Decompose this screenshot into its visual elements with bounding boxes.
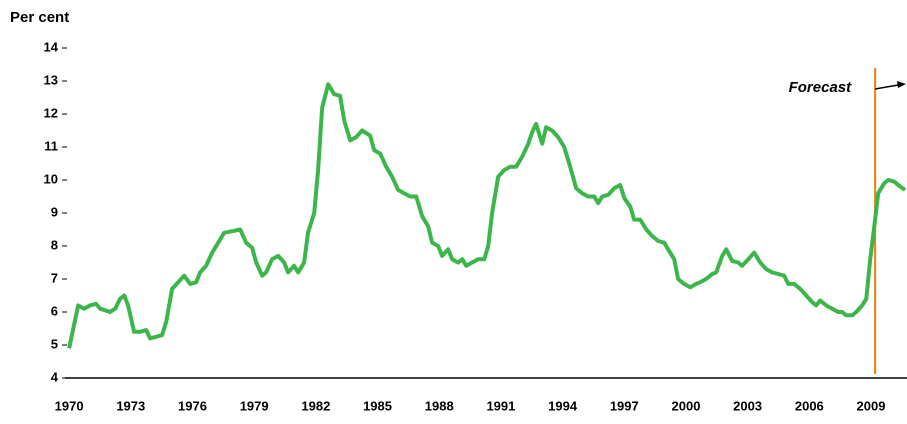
x-tick-label: 1997 <box>610 398 639 413</box>
y-tick-label: 13 <box>44 72 58 87</box>
x-tick-label: 1976 <box>178 398 207 413</box>
y-tick-label: 7 <box>51 270 58 285</box>
annotation-arrow <box>875 84 899 90</box>
x-tick-label: 1982 <box>301 398 330 413</box>
y-tick-label: 9 <box>51 204 58 219</box>
x-tick-label: 1979 <box>240 398 269 413</box>
chart-title: Per cent <box>10 9 69 26</box>
line-series <box>67 82 907 349</box>
y-tick-label: 5 <box>51 336 58 351</box>
y-tick-label: 11 <box>44 138 58 153</box>
x-tick-label: 1985 <box>363 398 392 413</box>
x-tick-label: 2006 <box>795 398 824 413</box>
y-tick-label: 4 <box>51 369 59 384</box>
x-tick-label: 2003 <box>733 398 762 413</box>
x-tick-label: 1994 <box>548 398 578 413</box>
x-tick-label: 2000 <box>672 398 701 413</box>
y-tick-label: 6 <box>51 303 58 318</box>
arrow-head <box>897 81 906 88</box>
x-tick-label: 1970 <box>55 398 84 413</box>
y-tick-label: 10 <box>44 171 58 186</box>
y-tick-label: 14 <box>44 39 59 54</box>
y-tick-label: 8 <box>51 237 58 252</box>
x-tick-label: 1991 <box>486 398 515 413</box>
x-tick-label: 2009 <box>857 398 886 413</box>
x-tick-label: 1988 <box>425 398 454 413</box>
x-tick-label: 1973 <box>116 398 145 413</box>
annotation: Forecast <box>789 79 853 96</box>
y-tick-label: 12 <box>44 105 58 120</box>
